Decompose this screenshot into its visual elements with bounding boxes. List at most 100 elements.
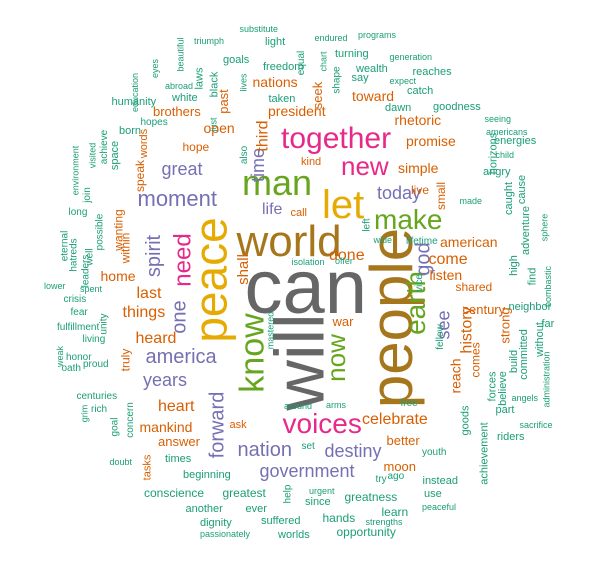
word-live: live (411, 183, 430, 197)
word-forward: forward (205, 391, 228, 459)
word-strengths: strengths (365, 516, 403, 527)
word-goods: goods (459, 405, 472, 435)
word-concern: concern (124, 402, 136, 438)
word-lifetime: lifetime (406, 236, 438, 247)
word-dawn: dawn (385, 101, 412, 114)
word-set: set (301, 441, 315, 452)
word-chart: chart (318, 50, 329, 72)
word-neighbor: neighbor (508, 300, 552, 313)
word-laws: laws (193, 66, 206, 90)
word-hands: hands (322, 511, 356, 525)
word-fellow: fellow (434, 324, 446, 350)
word-space: space (108, 140, 121, 170)
word-born: born (119, 124, 142, 137)
word-substitute: substitute (239, 23, 279, 34)
word-bombastic: bombastic (542, 265, 553, 307)
word-say: say (351, 71, 369, 84)
word-last: last (136, 285, 162, 302)
word-rich: rich (91, 404, 108, 415)
word-nations: nations (252, 74, 298, 90)
word-vice: vice (413, 274, 425, 292)
word-world: world (236, 217, 342, 266)
word-unity: unity (98, 313, 110, 335)
word-president: president (268, 103, 326, 119)
word-seeing: seeing (484, 113, 512, 124)
word-programs: programs (358, 29, 397, 40)
word-energies: energies (494, 134, 537, 147)
word-moon: moon (383, 458, 417, 474)
word-century: century (462, 301, 506, 317)
word-proud: proud (83, 359, 109, 370)
word-catch: catch (407, 84, 434, 97)
word-eyes: eyes (149, 58, 160, 78)
word-honor: honor (66, 352, 92, 363)
word-speak: speak (133, 159, 148, 193)
word-truly: truly (117, 348, 132, 372)
word-nation: nation (237, 439, 293, 461)
word-generation: generation (389, 51, 433, 62)
word-heard: heard (135, 330, 177, 347)
word-call: call (290, 206, 308, 219)
word-leaders: leaders (79, 254, 91, 288)
word-try: try (375, 474, 387, 485)
word-hatreds: hatreds (68, 238, 80, 272)
word-angry: angry (483, 165, 511, 178)
word-kind: kind (301, 155, 322, 168)
word-make: make (374, 204, 443, 235)
word-spent: spent (80, 283, 103, 294)
word-things: things (122, 304, 166, 321)
word-know: know (233, 313, 272, 393)
word-together: together (281, 122, 392, 155)
word-just: just (208, 116, 219, 132)
word-environment: environment (70, 145, 81, 195)
word-humanity: humanity (111, 95, 157, 108)
word-government: government (259, 461, 355, 481)
word-youth: youth (422, 447, 447, 458)
word-visited: visited (87, 142, 98, 168)
word-mankind: mankind (139, 419, 193, 435)
word-american: american (440, 234, 498, 250)
word-war: war (332, 313, 354, 329)
word-turning: turning (335, 47, 369, 60)
word-adventure: adventure (519, 205, 532, 255)
word-suffered: suffered (261, 514, 301, 527)
word-done: done (329, 247, 365, 264)
word-around: around (284, 400, 313, 411)
word-listen: listen (429, 267, 463, 283)
word-man: man (242, 162, 313, 203)
word-time: time (248, 147, 269, 183)
word-far: far (541, 317, 555, 330)
word-free: free (400, 398, 418, 409)
word-ago: ago (387, 471, 405, 482)
word-passionately: passionately (200, 528, 251, 539)
word-peaceful: peaceful (422, 501, 457, 512)
word-crisis: crisis (63, 294, 87, 305)
word-since: since (305, 495, 331, 508)
word-possible: possible (93, 213, 105, 251)
word-one: one (168, 300, 191, 334)
word-achievement: achievement (478, 421, 491, 485)
word-greatness: greatness (344, 490, 398, 504)
word-comes: comes (468, 342, 483, 378)
word-doubt: doubt (109, 456, 133, 467)
word-angels: angels (511, 392, 539, 403)
word-answer: answer (158, 433, 200, 449)
word-beautiful: beautiful (175, 36, 186, 72)
word-help: help (281, 484, 293, 504)
word-small: small (434, 181, 449, 211)
word-better: better (386, 432, 420, 448)
word-fulfillment: fulfillment (57, 322, 100, 333)
word-lives: lives (238, 72, 249, 92)
word-voices: voices (282, 408, 362, 439)
word-high: high (507, 254, 520, 276)
word-wealth: wealth (356, 62, 388, 75)
word-americans: americans (486, 126, 528, 137)
word-third: third (254, 120, 272, 152)
word-find: find (526, 267, 539, 285)
word-grim: grim (79, 404, 90, 422)
word-instead: instead (422, 474, 458, 487)
word-need: need (169, 233, 197, 287)
word-spirit: spirit (143, 234, 166, 278)
word-black: black (208, 71, 221, 97)
word-simple: simple (398, 160, 439, 176)
